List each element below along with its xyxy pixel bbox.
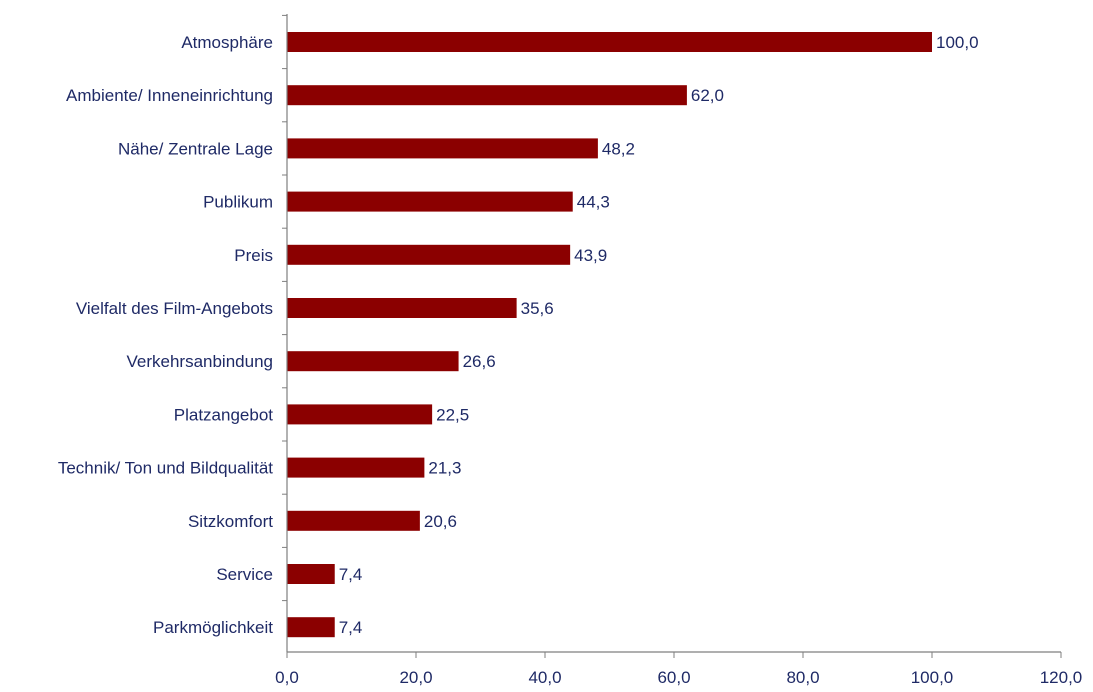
category-label: Nähe/ Zentrale Lage <box>118 139 273 158</box>
bar <box>287 298 517 318</box>
value-label: 100,0 <box>936 33 979 52</box>
category-label: Preis <box>234 246 273 265</box>
category-label: Platzangebot <box>174 405 274 424</box>
category-labels-group: Atmosphäre Ambiente/ Inneneinrichtung Nähe… <box>58 33 273 637</box>
category-label: Sitzkomfort <box>188 512 273 531</box>
value-label: 26,6 <box>463 352 496 371</box>
bar <box>287 191 573 212</box>
category-label: Verkehrsanbindung <box>126 352 273 371</box>
bar <box>287 138 598 159</box>
x-tick-label: 120,0 <box>1040 668 1083 687</box>
bar <box>287 617 335 638</box>
category-label: Technik/ Ton und Bildqualität <box>58 459 273 478</box>
bar <box>287 85 687 106</box>
bar <box>287 564 335 584</box>
x-tick-label: 0,0 <box>275 668 299 687</box>
value-label: 7,4 <box>339 565 363 584</box>
axes-group <box>282 14 1062 658</box>
value-label: 7,4 <box>339 618 363 637</box>
x-tick-label: 60,0 <box>657 668 690 687</box>
x-tick-label: 100,0 <box>911 668 954 687</box>
bar <box>287 457 425 478</box>
bar <box>287 404 433 425</box>
category-label: Parkmöglichkeit <box>153 618 273 637</box>
value-labels-group: 100,0 62,0 48,2 44,3 43,9 35,6 26,6 22,5 21,3 20,… <box>339 33 979 637</box>
value-label: 62,0 <box>691 86 724 105</box>
category-label: Vielfalt des Film-Angebots <box>76 299 273 318</box>
value-label: 20,6 <box>424 512 457 531</box>
category-label: Ambiente/ Inneneinrichtung <box>66 86 273 105</box>
bar <box>287 510 420 531</box>
category-label: Publikum <box>203 193 273 212</box>
x-tick-label: 80,0 <box>786 668 819 687</box>
value-label: 22,5 <box>436 405 469 424</box>
x-tick-label: 20,0 <box>399 668 432 687</box>
bar <box>287 32 932 52</box>
tick-labels-group: 0,0 20,0 40,0 60,0 80,0 100,0 120,0 <box>275 668 1082 687</box>
category-label: Atmosphäre <box>181 33 273 52</box>
value-label: 44,3 <box>577 193 610 212</box>
bar <box>287 244 571 265</box>
bars-group <box>287 32 932 638</box>
category-label: Service <box>216 565 273 584</box>
value-label: 21,3 <box>428 459 461 478</box>
bar <box>287 351 459 372</box>
value-label: 43,9 <box>574 246 607 265</box>
x-tick-label: 40,0 <box>528 668 561 687</box>
value-label: 35,6 <box>521 299 554 318</box>
value-label: 48,2 <box>602 139 635 158</box>
